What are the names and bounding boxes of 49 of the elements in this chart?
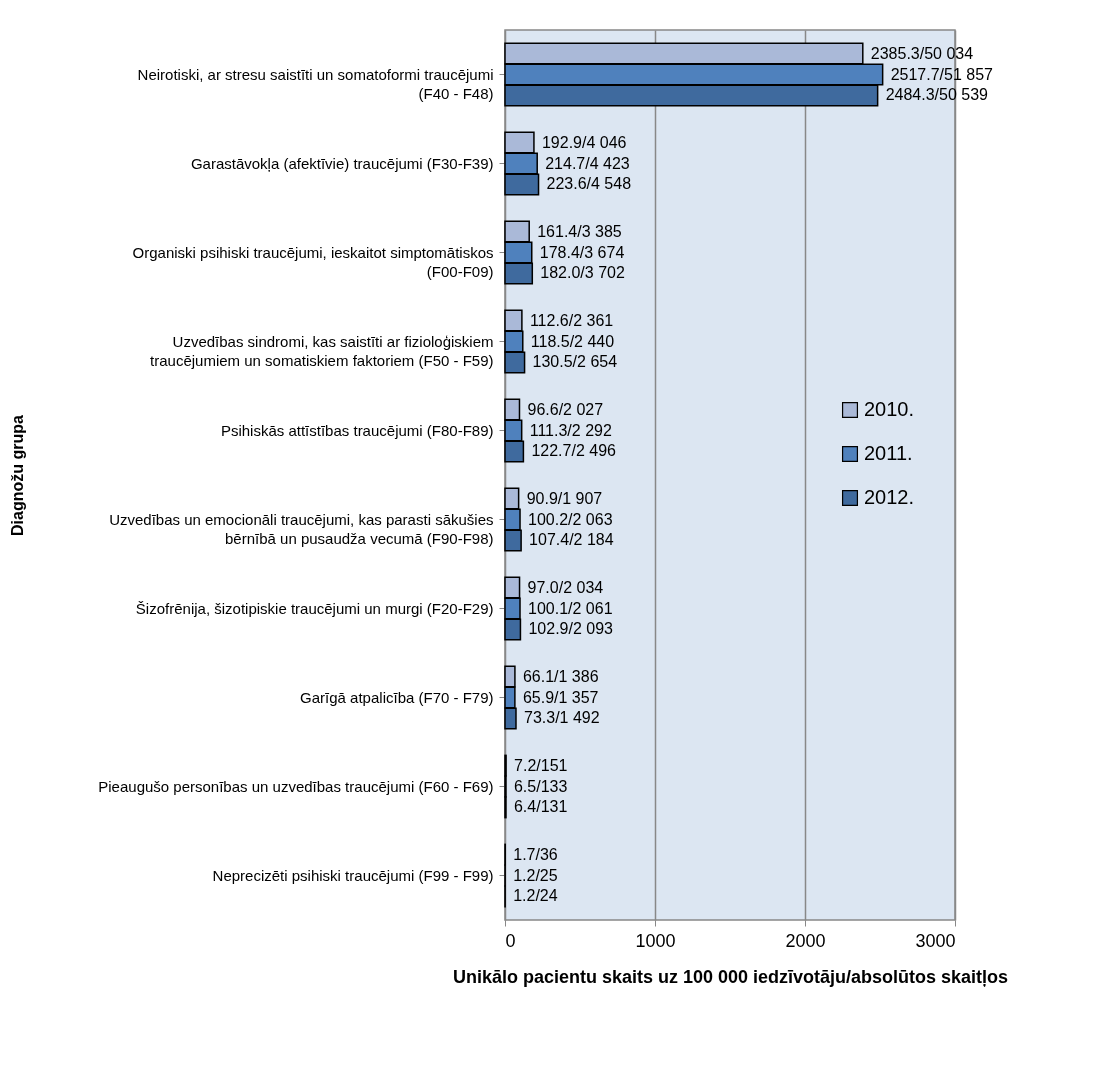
data-label: 107.4/2 184 xyxy=(529,531,614,549)
data-label: 100.2/2 063 xyxy=(528,510,613,528)
data-label: 6.5/133 xyxy=(513,777,568,795)
data-label: 100.1/2 061 xyxy=(528,599,613,617)
data-label: 1.7/36 xyxy=(513,845,558,863)
data-label: 112.6/2 361 xyxy=(529,311,614,329)
legend-label: 2010. xyxy=(864,398,915,420)
data-label: 97.0/2 034 xyxy=(527,578,604,596)
legend-label: 2011. xyxy=(864,442,913,464)
y-tick-label: Šizofrēnija, šizotipiskie traucējumi un murgi (F20-F29) xyxy=(135,599,494,617)
data-label: 90.9/1 907 xyxy=(526,489,603,507)
data-label: 1.2/24 xyxy=(513,887,558,905)
y-tick-label: Psihiskās attīstības traucējumi (F80-F89) xyxy=(220,421,494,439)
data-label: 2385.3/50 034 xyxy=(870,44,974,62)
y-tick-label: Garastāvokļa (afektīvie) traucējumi (F30-F39) xyxy=(190,154,494,172)
x-tick-label: 0 xyxy=(505,930,516,951)
data-label: 73.3/1 492 xyxy=(523,709,600,727)
data-label: 66.1/1 386 xyxy=(522,667,599,685)
data-label: 7.2/151 xyxy=(514,756,568,774)
y-tick-label: Uzvedības un emocionāli traucējumi, kas parasti sākušies bērnībā un pusaudža vecumā (F90-F98) xyxy=(109,510,494,547)
data-label: 161.4/3 385 xyxy=(537,222,622,240)
y-tick-label: Uzvedības sindromi, kas saistīti ar fizioloģiskiem traucējumiem un somatiskiem faktoriem (F50 - F59) xyxy=(150,332,494,369)
data-label: 65.9/1 357 xyxy=(522,688,599,706)
x-tick-label: 3000 xyxy=(915,930,956,951)
data-label: 2517.7/51 857 xyxy=(890,65,994,83)
legend-label: 2012. xyxy=(864,486,915,508)
data-label: 96.6/2 027 xyxy=(527,400,604,418)
y-tick-label: Neprecizēti psihiski traucējumi (F99 - F99) xyxy=(212,866,494,884)
x-tick-label: 2000 xyxy=(785,930,826,951)
y-tick-label: Garīgā atpalicība (F70 - F79) xyxy=(300,688,494,706)
data-label: 6.4/131 xyxy=(513,798,568,816)
data-label: 2484.3/50 539 xyxy=(885,86,989,104)
data-label: 122.7/2 496 xyxy=(531,442,617,460)
y-tick-label: Neirotiski, ar stresu saistīti un somatoformi traucējumi (F40 - F48) xyxy=(137,65,494,102)
y-tick-label: Pieaugušo personības un uzvedības traucējumi (F60 - F69) xyxy=(98,777,494,795)
data-label: 182.0/3 702 xyxy=(540,264,625,282)
data-label: 118.5/2 440 xyxy=(530,332,615,350)
data-label: 1.2/25 xyxy=(513,866,558,884)
x-axis-title: Unikālo pacientu skaits uz 100 000 iedzīvotāju/absolūtos skaitļos xyxy=(452,966,1009,987)
y-tick-label: Organiski psihiski traucējumi, ieskaitot simptomātiskos (F00-F09) xyxy=(132,243,494,280)
data-label: 130.5/2 654 xyxy=(532,353,618,371)
data-label: 102.9/2 093 xyxy=(528,620,614,638)
data-label: 178.4/3 674 xyxy=(539,243,625,261)
data-label: 214.7/4 423 xyxy=(545,154,630,172)
data-label: 111.3/2 292 xyxy=(529,421,612,439)
x-tick-label: 1000 xyxy=(635,930,676,951)
data-label: 192.9/4 046 xyxy=(541,133,627,151)
data-label: 223.6/4 548 xyxy=(546,175,632,193)
y-axis-title: Diagnožu grupa xyxy=(8,414,26,536)
